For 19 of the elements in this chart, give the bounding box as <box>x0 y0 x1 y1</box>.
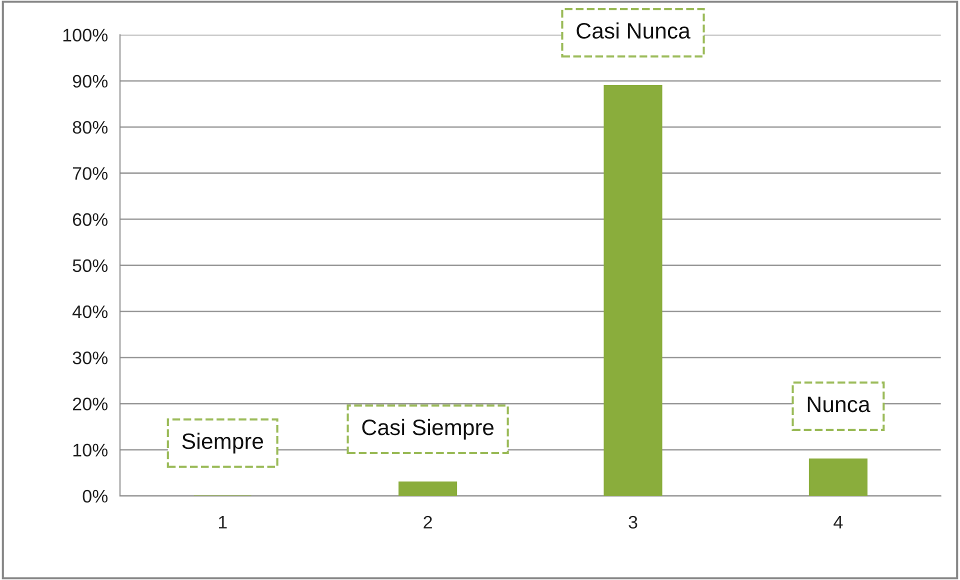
x-tick-label: 4 <box>834 516 843 528</box>
x-tick-label: 2 <box>424 516 432 528</box>
y-tick-label: 50% <box>72 259 108 272</box>
x-tick-label: 1 <box>218 516 227 528</box>
y-tick-label: 10% <box>73 444 108 457</box>
data-label: Nunca <box>808 396 870 412</box>
y-tick-label: 100% <box>63 28 108 42</box>
y-tick-label: 40% <box>72 305 108 318</box>
y-tick-label: 20% <box>72 398 108 410</box>
data-label: Siempre <box>182 432 263 454</box>
y-tick-label: 90% <box>72 74 108 88</box>
y-tick-label: 0% <box>82 490 108 503</box>
y-tick-label: 60% <box>72 213 108 226</box>
x-tick-label: 3 <box>628 516 638 529</box>
data-label: Casi Siempre <box>362 418 494 440</box>
y-tick-label: 80% <box>72 120 108 134</box>
y-tick-label: 70% <box>72 167 108 180</box>
y-tick-label: 30% <box>72 352 108 364</box>
data-label: Casi Nunca <box>576 22 690 39</box>
